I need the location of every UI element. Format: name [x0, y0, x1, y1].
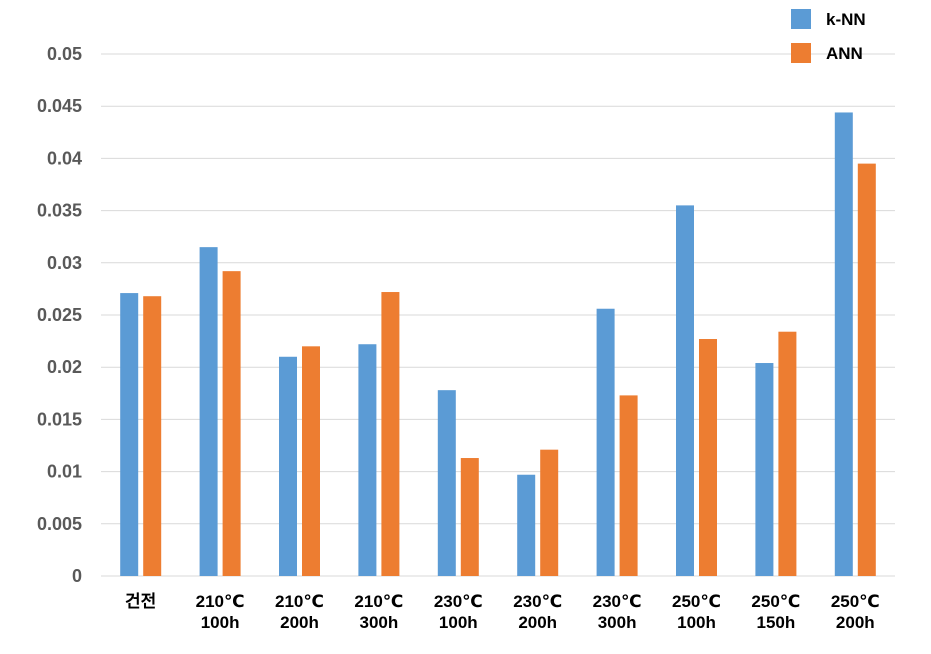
y-tick-label: 0.015: [37, 409, 82, 429]
x-category-label: 230℃ 300h: [593, 592, 642, 632]
legend-swatch: [791, 43, 811, 63]
x-category-label-line: 200h: [518, 613, 557, 632]
bar-ann: [143, 296, 162, 576]
x-category-label-line: 250℃: [751, 592, 800, 611]
x-category-label-line: 230℃: [513, 592, 562, 611]
x-category-label-line: 100h: [677, 613, 716, 632]
x-category-label: 건전: [125, 592, 156, 611]
bar-k-nn: [517, 474, 536, 576]
legend-item: ANN: [791, 43, 863, 63]
x-category-label-line: 210℃: [354, 592, 403, 611]
bar-ann: [857, 163, 876, 576]
bar-ann: [619, 395, 638, 576]
legend: k-NN ANN: [791, 9, 866, 63]
y-tick-label: 0.04: [47, 148, 82, 168]
x-category-label-line: 150h: [757, 613, 796, 632]
y-tick-label: 0.035: [37, 201, 82, 221]
legend-swatch: [791, 9, 811, 29]
bar-ann: [222, 271, 241, 576]
x-category-label: 210℃ 200h: [275, 592, 324, 632]
x-category-label-line: 300h: [360, 613, 399, 632]
y-tick-label: 0.025: [37, 305, 82, 325]
x-category-label: 230℃ 200h: [513, 592, 562, 632]
y-tick-label: 0.045: [37, 96, 82, 116]
y-tick-label: 0.01: [47, 462, 82, 482]
x-category-label-line: 200h: [280, 613, 319, 632]
bar-ann: [302, 346, 320, 576]
bar-k-nn: [358, 344, 377, 576]
x-category-label: 250℃ 100h: [672, 592, 721, 632]
bar-ann: [540, 449, 559, 576]
x-category-label-line: 건전: [125, 592, 156, 611]
y-tick-label: 0.05: [47, 44, 82, 64]
x-category-label: 250℃ 200h: [831, 592, 880, 632]
y-tick-label: 0.005: [37, 514, 82, 534]
bar-k-nn: [834, 112, 853, 577]
x-category-label-line: 200h: [836, 613, 875, 632]
bar-k-nn: [437, 390, 456, 576]
bar-k-nn: [755, 363, 774, 576]
bar-ann: [699, 339, 717, 576]
x-category-label: 210℃ 100h: [196, 592, 245, 632]
x-category-label-line: 210℃: [275, 592, 324, 611]
y-axis-tick-labels: 0 0.005 0.01 0.015 0.02 0.025 0.03 0.035 0.04 0.0…: [37, 44, 82, 586]
y-tick-label: 0.02: [47, 357, 82, 377]
x-category-label-line: 300h: [598, 613, 637, 632]
x-category-label-line: 230℃: [593, 592, 642, 611]
x-category-label: 210℃ 300h: [354, 592, 403, 632]
bar-k-nn: [279, 356, 297, 576]
bar-k-nn: [199, 247, 218, 576]
bar-ann: [460, 458, 479, 576]
bar-ann: [381, 292, 400, 576]
x-category-label-line: 100h: [439, 613, 478, 632]
legend-label: k-NN: [826, 10, 866, 29]
x-category-label-line: 210℃: [196, 592, 245, 611]
x-category-label: 250℃ 150h: [751, 592, 800, 632]
x-category-label-line: 230℃: [434, 592, 483, 611]
legend-label: ANN: [826, 44, 863, 63]
gridlines: [101, 53, 895, 577]
x-category-label: 230℃ 100h: [434, 592, 483, 632]
y-tick-label: 0.03: [47, 253, 82, 273]
legend-item: k-NN: [791, 9, 866, 29]
bar-k-nn: [120, 293, 139, 576]
bar-ann: [778, 331, 797, 576]
bars: [120, 112, 876, 577]
x-category-label-line: 250℃: [672, 592, 721, 611]
x-axis-category-labels: 건전 210℃ 100h 210℃ 200h 210℃ 300h 230℃ 100h 230℃ 20…: [125, 592, 880, 632]
x-category-label-line: 250℃: [831, 592, 880, 611]
y-tick-label: 0: [72, 566, 82, 586]
bar-k-nn: [676, 205, 694, 576]
bar-k-nn: [596, 308, 615, 576]
x-category-label-line: 100h: [201, 613, 240, 632]
